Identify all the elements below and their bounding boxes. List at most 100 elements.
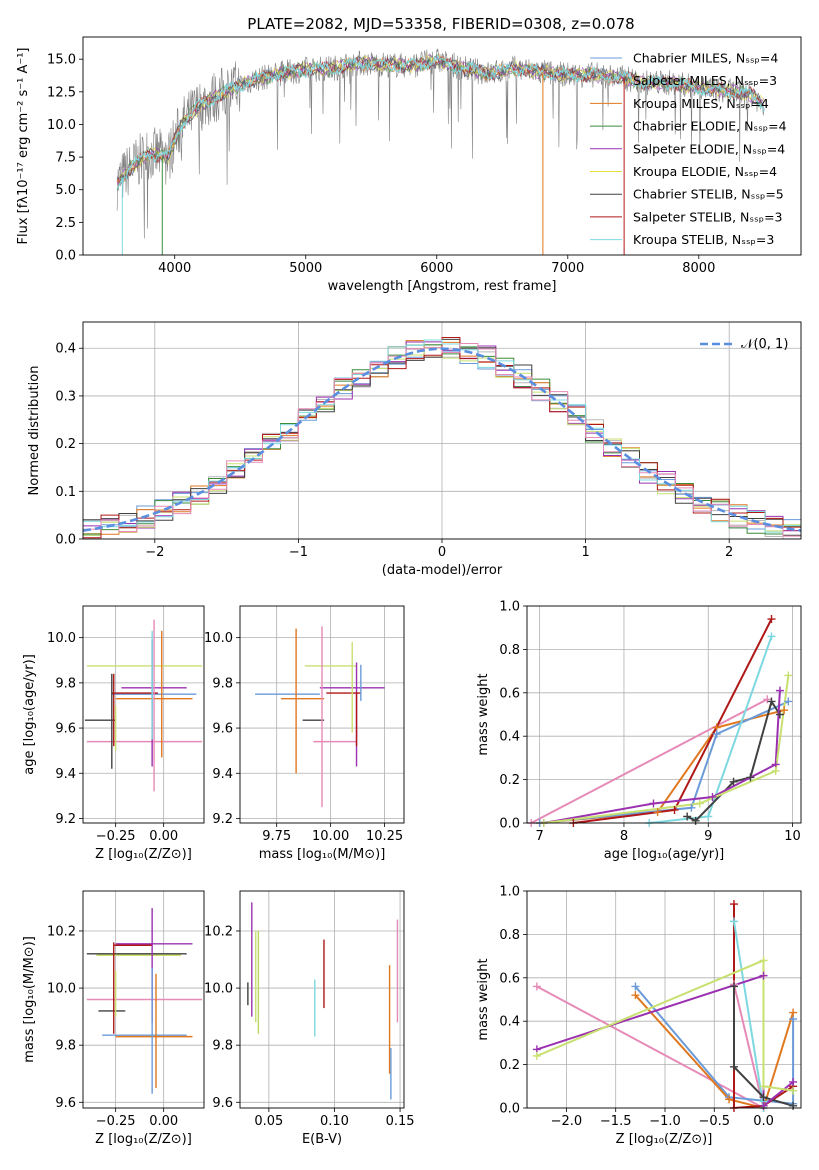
mass-weight-point-marker [759, 971, 768, 980]
mass-weight-point-marker [631, 982, 640, 991]
mass-weight-point-marker [789, 1077, 798, 1086]
mass-weight-series-line [733, 921, 765, 1108]
mass-weight-point-marker [653, 808, 662, 817]
residual-histogram-step [83, 343, 801, 537]
legend-label: Kroupa STELIB, Nₛₛₚ=3 [633, 232, 774, 247]
mass-weight-series-line [536, 958, 794, 1092]
mass-weight-series-line [539, 700, 789, 823]
y-tick-label: 0.3 [55, 389, 76, 404]
x-tick-label: 0.05 [254, 1114, 283, 1129]
y-tick-label: 0.0 [55, 249, 76, 264]
y-tick-label: 0.8 [499, 643, 520, 658]
mass-weight-point-marker [763, 695, 772, 704]
panel-spectrum: 4000 5000 6000 7000 8000 0.0 2.5 5.0 7.5 10.0 12.5… [16, 36, 802, 294]
x-tick-label: 0.0 [753, 1114, 774, 1129]
mass-weight-point-marker [695, 799, 704, 808]
plot-area [116, 48, 765, 255]
panel-age-vs-Z: −0.25 0.00 9.2 9.4 9.6 9.8 10.0 Z [log₁₀(Z/Z⊙)]… [22, 605, 205, 862]
x-tick-label: 0.00 [149, 1114, 178, 1129]
mass-weight-point-marker [789, 1101, 798, 1110]
mass-weight-point-marker [712, 730, 721, 739]
model-spectrum-line [116, 54, 765, 186]
legend-label: Chabrier ELODIE, Nₛₛₚ=4 [633, 119, 787, 134]
mass-weight-point-marker [683, 812, 692, 821]
legend-label: Chabrier STELIB, Nₛₛₚ=5 [633, 187, 784, 202]
x-tick-label: −1.5 [600, 1114, 632, 1129]
x-tick-label: 0 [438, 545, 446, 560]
panel-mass-vs-Z: −0.25 0.00 9.6 9.8 10.0 10.2 Z [log₁₀(Z/Z⊙)] ma… [22, 890, 205, 1147]
y-tick-label: 10.2 [204, 924, 233, 939]
legend-label: Kroupa ELODIE, Nₛₛₚ=4 [633, 164, 777, 179]
y-tick-label: 2.5 [55, 216, 76, 231]
axes-frame [239, 605, 405, 824]
mass-weight-point-marker [704, 812, 713, 821]
legend-label: Salpeter ELODIE, Nₛₛₚ=4 [633, 141, 785, 156]
x-tick-label: 0.10 [320, 1114, 349, 1129]
y-tick-label: 10.2 [47, 924, 76, 939]
axes-frame [239, 890, 405, 1109]
x-tick-label: −2.0 [551, 1114, 583, 1129]
panel-massweight-vs-Z: −2.0 −1.5 −1.0 −0.5 0.0 0.0 0.2 0.4 0.6 0.8 1.0 Z [… [476, 885, 802, 1147]
y-tick-label: 9.6 [55, 1096, 76, 1111]
y-tick-label: 0.1 [55, 485, 76, 500]
x-tick-label: 10.25 [366, 829, 403, 844]
mass-weight-point-marker [767, 697, 776, 706]
y-tick-label: 15.0 [47, 53, 76, 68]
mass-weight-series-line [530, 698, 768, 823]
mass-weight-point-marker [687, 803, 696, 812]
y-tick-label: 9.2 [55, 812, 76, 827]
mass-weight-series-line [634, 994, 795, 1108]
panel-age-vs-mass: 9.75 10.00 10.25 9.2 9.4 9.6 9.8 10.0 mass [log₁… [204, 605, 405, 862]
x-tick-label: −0.25 [96, 1114, 136, 1129]
mass-weight-point-marker [729, 777, 738, 786]
axes-frame [82, 890, 205, 1109]
y-axis-label: mass weight [476, 958, 491, 1040]
x-tick-label: −0.5 [698, 1114, 730, 1129]
y-tick-label: 0.6 [499, 971, 520, 986]
x-axis-label: (data-model)/error [382, 563, 503, 578]
y-axis-label: Normed distribution [27, 366, 42, 496]
mass-weight-series-line [634, 985, 795, 1105]
mass-weight-point-marker [775, 710, 784, 719]
x-tick-label: −2 [145, 545, 164, 560]
y-axis-label: mass [log₁₀(M/M⊙)] [22, 936, 37, 1063]
x-tick-label: −1 [289, 545, 308, 560]
mass-weight-point-marker [775, 686, 784, 695]
mass-weight-point-marker [729, 917, 738, 926]
mass-weight-point-marker [691, 816, 700, 825]
mass-weight-point-marker [759, 1093, 768, 1102]
y-tick-label: 0.2 [499, 773, 520, 788]
y-tick-label: 0.4 [499, 1015, 520, 1030]
mass-weight-series-line [543, 675, 790, 823]
mass-weight-point-marker [759, 1101, 768, 1110]
mass-weight-point-marker [729, 900, 738, 909]
model-spectrum-line [116, 53, 765, 189]
panel-residuals: −2 −1 0 1 2 0.0 0.1 0.2 0.3 0.4 (data-model)/error… [27, 321, 802, 578]
x-tick-label: 8 [620, 829, 628, 844]
mass-weight-point-marker [780, 706, 789, 715]
mass-weight-point-marker [771, 766, 780, 775]
y-tick-label: 0.6 [499, 686, 520, 701]
y-tick-label: 12.5 [47, 85, 76, 100]
mass-weight-point-marker [729, 1062, 738, 1071]
mass-weight-series-line [733, 986, 794, 1107]
figure-title: PLATE=2082, MJD=53358, FIBERID=0308, z=0… [247, 15, 634, 33]
x-tick-label: 1 [581, 545, 589, 560]
x-tick-label: −1.0 [649, 1114, 681, 1129]
y-tick-label: 9.6 [55, 722, 76, 737]
plot-area [83, 891, 204, 1108]
plot-area [240, 606, 404, 823]
y-axis-label: age [log₁₀(age/yr)] [22, 654, 37, 775]
mass-weight-point-marker [759, 1082, 768, 1091]
legend-label: Salpeter STELIB, Nₛₛₚ=3 [633, 209, 783, 224]
y-tick-label: 7.5 [55, 151, 76, 166]
y-tick-label: 5.0 [55, 183, 76, 198]
mass-weight-point-marker [789, 1008, 798, 1017]
mass-weight-point-marker [784, 671, 793, 680]
plot-area [240, 891, 404, 1108]
plot-area [527, 891, 801, 1108]
y-tick-label: 9.4 [55, 767, 76, 782]
y-tick-label: 0.0 [499, 817, 520, 832]
mass-weight-series-line [686, 699, 781, 823]
